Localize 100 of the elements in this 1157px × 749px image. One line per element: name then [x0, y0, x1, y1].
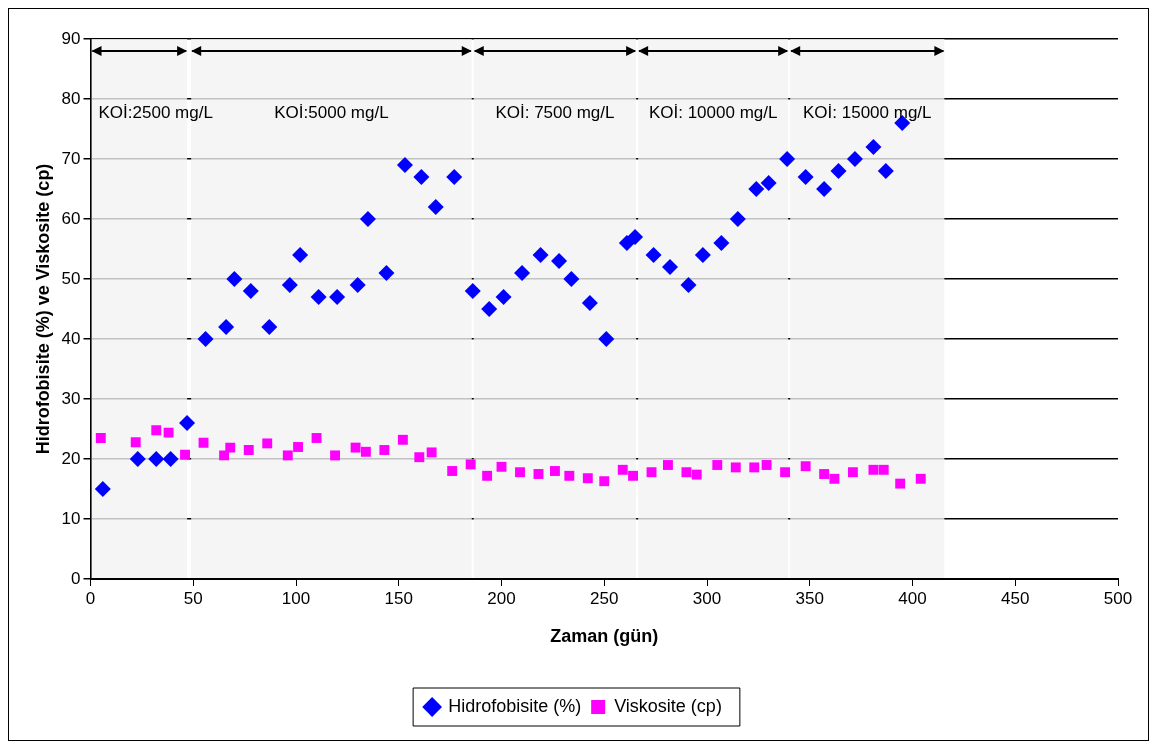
point: [729, 211, 746, 227]
x-tick-label: 200: [487, 588, 516, 608]
point: [627, 229, 644, 245]
band-label: KOİ:5000 mg/L: [274, 102, 389, 122]
point: [262, 438, 273, 449]
x-tick-label: 0: [85, 588, 96, 608]
x-tick-label: 150: [384, 588, 413, 608]
point: [293, 442, 304, 452]
point: [680, 277, 697, 293]
point: [816, 181, 833, 197]
point: [330, 450, 340, 461]
point: [148, 451, 165, 467]
legend-label: Hidrofobisite (%): [448, 695, 582, 716]
x-tick-label: 500: [1103, 588, 1133, 608]
point: [378, 265, 395, 281]
point: [180, 449, 190, 460]
legend-label: Viskosite (cp): [614, 695, 722, 716]
point: [130, 437, 141, 448]
point: [819, 469, 830, 479]
x-tick-label: 450: [1001, 588, 1030, 608]
y-tick-label: 80: [61, 88, 81, 108]
point: [681, 467, 692, 478]
point: [447, 466, 458, 476]
point: [281, 277, 298, 293]
point: [151, 425, 162, 436]
x-tick-label: 400: [898, 588, 927, 608]
y-tick-label: 10: [61, 508, 81, 528]
band-label: KOİ: 10000 mg/L: [648, 102, 778, 122]
point: [581, 295, 598, 311]
point: [599, 476, 610, 487]
point: [646, 467, 657, 478]
point: [349, 277, 366, 293]
point: [830, 163, 847, 179]
point: [414, 452, 425, 463]
band-label: KOİ: 7500 mg/L: [495, 102, 615, 122]
point: [761, 460, 772, 470]
point: [694, 247, 711, 263]
point: [163, 427, 174, 438]
point: [515, 467, 525, 478]
point: [877, 163, 894, 179]
point: [427, 199, 444, 215]
y-tick-label: 30: [61, 388, 81, 408]
point: [446, 169, 463, 185]
point: [582, 473, 593, 484]
point: [496, 461, 507, 472]
x-tick-label: 50: [183, 588, 203, 608]
point: [868, 464, 879, 475]
point: [179, 415, 196, 431]
point: [564, 470, 575, 481]
point: [915, 473, 926, 484]
point: [218, 319, 235, 335]
point: [426, 447, 437, 458]
point: [617, 464, 628, 475]
point: [730, 462, 741, 473]
point: [350, 442, 361, 453]
point: [598, 331, 615, 347]
point: [780, 467, 791, 478]
point: [645, 247, 662, 263]
point: [129, 451, 146, 467]
y-tick-label: 90: [61, 28, 81, 48]
point: [95, 433, 106, 443]
point: [846, 151, 863, 167]
point: [464, 283, 481, 299]
band-label: KOİ:2500 mg/L: [98, 102, 213, 122]
point: [532, 247, 549, 263]
x-tick-label: 100: [281, 588, 311, 608]
point: [663, 460, 673, 470]
point: [282, 450, 293, 461]
x-tick-label: 300: [692, 588, 722, 608]
point: [829, 473, 840, 484]
point: [242, 283, 259, 299]
point: [628, 470, 638, 481]
point: [847, 467, 858, 478]
point: [292, 247, 309, 263]
point: [226, 271, 243, 287]
point: [895, 478, 906, 489]
band-label: KOİ: 15000 mg/L: [803, 102, 932, 122]
point: [712, 460, 723, 470]
y-tick-label: 60: [61, 208, 81, 228]
point: [311, 433, 322, 443]
point: [662, 259, 679, 275]
point: [760, 175, 777, 191]
point: [261, 319, 278, 335]
point: [413, 169, 430, 185]
point: [397, 434, 408, 445]
point: [779, 151, 796, 167]
point: [800, 461, 811, 472]
point: [225, 442, 236, 453]
point: [359, 211, 376, 227]
x-axis-title: Zaman (gün): [550, 626, 659, 647]
point: [329, 289, 346, 305]
point: [749, 462, 760, 473]
point: [495, 289, 512, 305]
point: [533, 469, 544, 479]
point: [198, 437, 209, 448]
point: [360, 446, 371, 457]
point: [713, 235, 730, 251]
point: [482, 470, 493, 481]
point: [94, 481, 111, 497]
point: [549, 466, 560, 476]
